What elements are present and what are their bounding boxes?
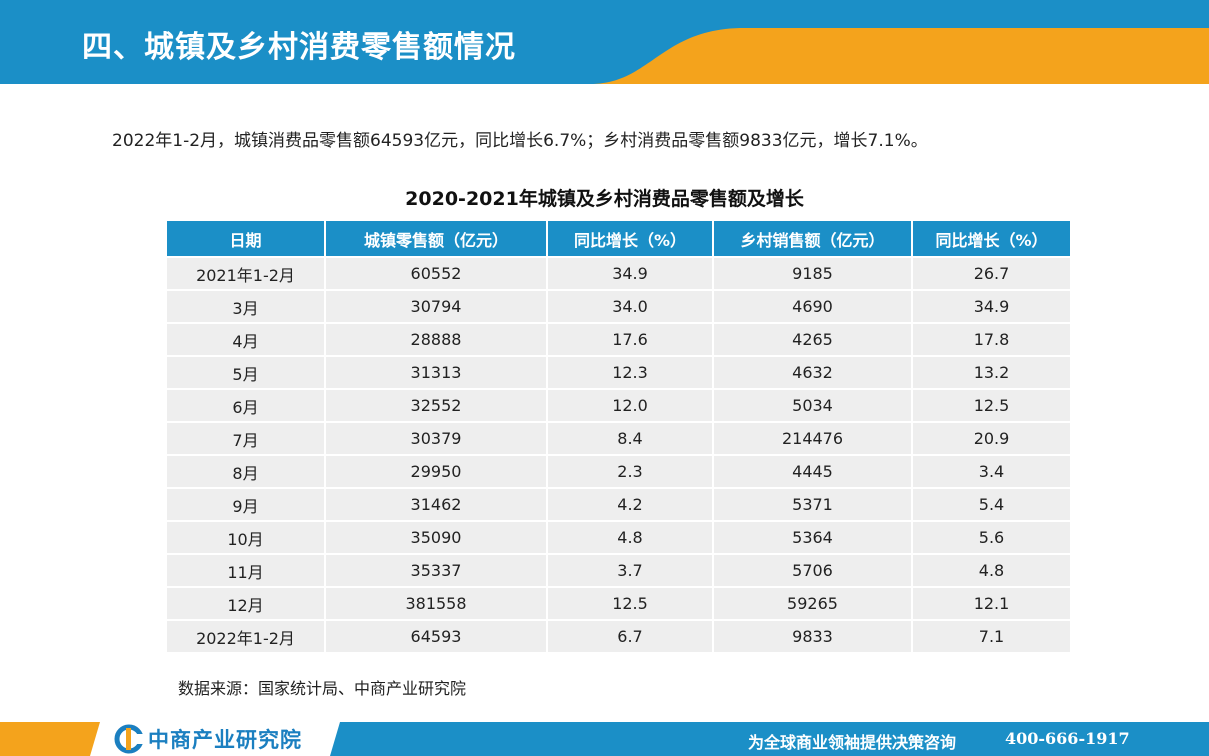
cell-rural-growth: 3.4 [912, 454, 1070, 488]
cell-date: 3月 [167, 289, 326, 323]
table-header-row: 日期 城镇零售额（亿元） 同比增长（%） 乡村销售额（亿元） 同比增长（%） [167, 221, 1070, 257]
cell-date: 2021年1-2月 [167, 256, 326, 290]
page-title: 四、城镇及乡村消费零售额情况 [82, 30, 516, 65]
cell-urban-sales: 32552 [325, 388, 548, 422]
cell-rural-sales: 214476 [713, 421, 913, 455]
cell-rural-sales: 9185 [713, 256, 913, 290]
cell-date: 6月 [167, 388, 326, 422]
cell-rural-sales: 5364 [713, 520, 913, 554]
footer-bar [0, 718, 1209, 756]
footer-phone: 400-666-1917 [1005, 729, 1130, 748]
cell-rural-growth: 34.9 [912, 289, 1070, 323]
cell-date: 9月 [167, 487, 326, 521]
cell-rural-growth: 4.8 [912, 553, 1070, 587]
cell-urban-growth: 4.8 [547, 520, 714, 554]
retail-sales-table: 日期 城镇零售额（亿元） 同比增长（%） 乡村销售额（亿元） 同比增长（%） 2… [167, 221, 1070, 652]
data-source: 数据来源：国家统计局、中商产业研究院 [178, 679, 467, 698]
table-row: 12月 381558 12.5 59265 12.1 [167, 586, 1070, 620]
cell-rural-growth: 5.4 [912, 487, 1070, 521]
table-row: 8月 29950 2.3 4445 3.4 [167, 454, 1070, 488]
column-header-urban-growth: 同比增长（%） [547, 221, 714, 257]
logo-text: 中商产业研究院 [148, 728, 302, 752]
cell-date: 8月 [167, 454, 326, 488]
cell-rural-growth: 7.1 [912, 619, 1070, 652]
cell-urban-sales: 29950 [325, 454, 548, 488]
cell-rural-sales: 5706 [713, 553, 913, 587]
cell-urban-growth: 12.3 [547, 355, 714, 389]
cell-date: 4月 [167, 322, 326, 356]
cell-urban-growth: 2.3 [547, 454, 714, 488]
cell-urban-sales: 30794 [325, 289, 548, 323]
table-row: 10月 35090 4.8 5364 5.6 [167, 520, 1070, 554]
cell-rural-growth: 13.2 [912, 355, 1070, 389]
cell-urban-sales: 64593 [325, 619, 548, 652]
table-row: 2021年1-2月 60552 34.9 9185 26.7 [167, 256, 1070, 290]
column-header-rural-sales: 乡村销售额（亿元） [713, 221, 913, 257]
cell-rural-sales: 4632 [713, 355, 913, 389]
cell-urban-sales: 381558 [325, 586, 548, 620]
cell-rural-growth: 26.7 [912, 256, 1070, 290]
table-row: 4月 28888 17.6 4265 17.8 [167, 322, 1070, 356]
cell-rural-growth: 17.8 [912, 322, 1070, 356]
column-header-rural-growth: 同比增长（%） [912, 221, 1070, 257]
cell-rural-sales: 4445 [713, 454, 913, 488]
cell-urban-growth: 12.5 [547, 586, 714, 620]
cell-rural-sales: 59265 [713, 586, 913, 620]
cell-rural-sales: 5034 [713, 388, 913, 422]
cell-urban-sales: 31462 [325, 487, 548, 521]
table-row: 7月 30379 8.4 214476 20.9 [167, 421, 1070, 455]
table-row: 5月 31313 12.3 4632 13.2 [167, 355, 1070, 389]
cell-urban-sales: 35337 [325, 553, 548, 587]
cell-urban-growth: 6.7 [547, 619, 714, 652]
footer-slogan: 为全球商业领袖提供决策咨询 [748, 733, 957, 752]
summary-text: 2022年1-2月，城镇消费品零售额64593亿元，同比增长6.7%；乡村消费品… [112, 131, 928, 151]
cell-urban-growth: 34.0 [547, 289, 714, 323]
cell-rural-growth: 12.1 [912, 586, 1070, 620]
zhongshang-logo-icon [114, 724, 144, 754]
header-banner: 四、城镇及乡村消费零售额情况 [0, 0, 1209, 84]
cell-urban-growth: 8.4 [547, 421, 714, 455]
cell-rural-growth: 20.9 [912, 421, 1070, 455]
table-row: 11月 35337 3.7 5706 4.8 [167, 553, 1070, 587]
cell-date: 12月 [167, 586, 326, 620]
cell-date: 2022年1-2月 [167, 619, 326, 652]
footer-logo: 中商产业研究院 [114, 724, 302, 754]
table-row: 9月 31462 4.2 5371 5.4 [167, 487, 1070, 521]
table-row: 3月 30794 34.0 4690 34.9 [167, 289, 1070, 323]
table-row: 6月 32552 12.0 5034 12.5 [167, 388, 1070, 422]
cell-date: 10月 [167, 520, 326, 554]
cell-urban-growth: 3.7 [547, 553, 714, 587]
cell-rural-sales: 4690 [713, 289, 913, 323]
cell-urban-sales: 28888 [325, 322, 548, 356]
cell-rural-growth: 5.6 [912, 520, 1070, 554]
cell-urban-growth: 4.2 [547, 487, 714, 521]
column-header-date: 日期 [167, 221, 326, 257]
cell-date: 5月 [167, 355, 326, 389]
cell-urban-sales: 30379 [325, 421, 548, 455]
cell-urban-sales: 60552 [325, 256, 548, 290]
cell-urban-sales: 35090 [325, 520, 548, 554]
cell-rural-sales: 9833 [713, 619, 913, 652]
cell-urban-growth: 17.6 [547, 322, 714, 356]
column-header-urban-sales: 城镇零售额（亿元） [325, 221, 548, 257]
header-background [0, 0, 1209, 84]
cell-rural-sales: 4265 [713, 322, 913, 356]
cell-urban-growth: 34.9 [547, 256, 714, 290]
cell-date: 11月 [167, 553, 326, 587]
cell-rural-sales: 5371 [713, 487, 913, 521]
footer-background [0, 722, 1209, 756]
cell-urban-sales: 31313 [325, 355, 548, 389]
cell-urban-growth: 12.0 [547, 388, 714, 422]
cell-rural-growth: 12.5 [912, 388, 1070, 422]
table-title: 2020-2021年城镇及乡村消费品零售额及增长 [405, 188, 804, 210]
table-row: 2022年1-2月 64593 6.7 9833 7.1 [167, 619, 1070, 652]
cell-date: 7月 [167, 421, 326, 455]
